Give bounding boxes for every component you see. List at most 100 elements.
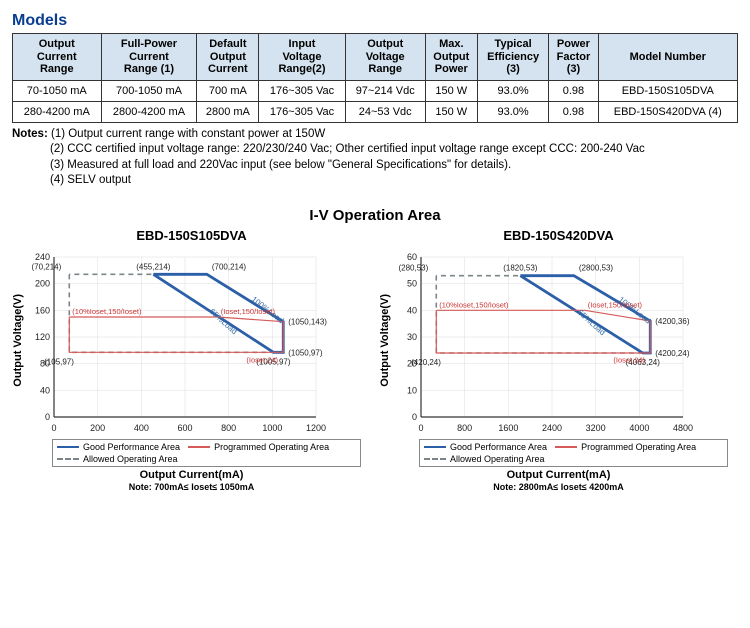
svg-text:800: 800 [221,423,236,433]
table-cell: 93.0% [477,80,548,101]
svg-text:400: 400 [134,423,149,433]
chart-right-title: EBD-150S420DVA [379,228,738,243]
svg-text:240: 240 [35,252,50,262]
table-row: 70-1050 mA700-1050 mA700 mA176~305 Vac97… [13,80,738,101]
svg-text:40: 40 [40,385,50,395]
legend-good: Good Performance Area [450,442,547,452]
svg-text:(70,214): (70,214) [31,262,61,271]
legend-prog: Programmed Operating Area [214,442,329,452]
svg-text:40: 40 [407,305,417,315]
table-cell: 700 mA [197,80,259,101]
svg-text:1200: 1200 [306,423,326,433]
note-2: (2) CCC certified input voltage range: 2… [50,143,645,155]
note-4: (4) SELV output [50,174,131,186]
notes-label: Notes: [12,128,48,140]
table-header: Model Number [598,34,737,81]
table-header: OutputVoltageRange [345,34,425,81]
svg-text:0: 0 [51,423,56,433]
legend-good: Good Performance Area [83,442,180,452]
table-cell: 700-1050 mA [101,80,197,101]
models-table: OutputCurrentRangeFull-PowerCurrentRange… [12,33,738,123]
legend-right: Good Performance Area Programmed Operati… [419,439,728,467]
chart-right-note: Note: 2800mA≤ Ioset≤ 4200mA [379,482,738,492]
table-header: InputVoltageRange(2) [259,34,345,81]
table-cell: 70-1050 mA [13,80,102,101]
chart-left: EBD-150S105DVA Output Voltage(V) 0200400… [12,228,371,492]
svg-text:(700,214): (700,214) [212,262,247,271]
svg-text:(Ioset,24): (Ioset,24) [246,355,278,364]
table-header: PowerFactor(3) [549,34,598,81]
table-header: Full-PowerCurrentRange (1) [101,34,197,81]
svg-text:200: 200 [35,279,50,289]
svg-text:(Ioset,150/Ioset): (Ioset,150/Ioset) [588,300,643,309]
svg-text:1000: 1000 [262,423,282,433]
table-cell: 93.0% [477,101,548,122]
table-cell: 2800 mA [197,101,259,122]
svg-text:(Ioset,24): (Ioset,24) [613,355,645,364]
table-cell: 2800-4200 mA [101,101,197,122]
charts-heading: I-V Operation Area [12,207,738,224]
svg-text:(10%Ioset,150/Ioset): (10%Ioset,150/Ioset) [72,307,142,316]
legend-allowed: Allowed Operating Area [450,454,545,464]
note-3: (3) Measured at full load and 220Vac inp… [50,159,511,171]
table-cell: 150 W [425,80,477,101]
table-cell: 24~53 Vdc [345,101,425,122]
svg-text:(4200,24): (4200,24) [655,349,690,358]
y-axis-label: Output Voltage(V) [12,294,24,387]
svg-text:(Ioset,150/Ioset): (Ioset,150/Ioset) [221,307,276,316]
legend-left: Good Performance Area Programmed Operati… [52,439,361,467]
svg-text:0: 0 [418,423,423,433]
x-axis-label: Output Current(mA) [12,469,371,481]
svg-text:600: 600 [177,423,192,433]
table-header: OutputCurrentRange [13,34,102,81]
svg-text:60: 60 [407,252,417,262]
table-cell: EBD-150S105DVA [598,80,737,101]
svg-text:800: 800 [457,423,472,433]
svg-text:120: 120 [35,332,50,342]
x-axis-label: Output Current(mA) [379,469,738,481]
table-cell: EBD-150S420DVA (4) [598,101,737,122]
notes-block: Notes: (1) Output current range with con… [12,127,738,189]
table-cell: 150 W [425,101,477,122]
svg-text:3200: 3200 [586,423,606,433]
svg-text:30: 30 [407,332,417,342]
svg-text:(1820,53): (1820,53) [503,264,538,273]
svg-text:2400: 2400 [542,423,562,433]
legend-allowed: Allowed Operating Area [83,454,178,464]
section-title: Models [12,12,738,30]
svg-text:(105,97): (105,97) [44,357,74,366]
svg-text:1600: 1600 [498,423,518,433]
svg-text:10: 10 [407,385,417,395]
legend-prog: Programmed Operating Area [581,442,696,452]
svg-text:200: 200 [90,423,105,433]
svg-text:0: 0 [45,412,50,422]
note-1: (1) Output current range with constant p… [51,128,325,140]
table-cell: 0.98 [549,101,598,122]
svg-text:(420,24): (420,24) [411,358,441,367]
y-axis-label: Output Voltage(V) [379,294,391,387]
svg-text:(2800,53): (2800,53) [579,264,614,273]
svg-text:65%Load: 65%Load [576,308,607,337]
chart-left-title: EBD-150S105DVA [12,228,371,243]
chart-right: EBD-150S420DVA Output Voltage(V) 0 800 160… [379,228,738,492]
chart-left-note: Note: 700mA≤ Ioset≤ 1050mA [12,482,371,492]
svg-text:160: 160 [35,305,50,315]
svg-text:(10%Ioset,150/Ioset): (10%Ioset,150/Ioset) [439,300,509,309]
svg-text:4800: 4800 [673,423,693,433]
svg-text:50: 50 [407,279,417,289]
table-cell: 97~214 Vdc [345,80,425,101]
svg-text:(4200,36): (4200,36) [655,317,690,326]
table-cell: 176~305 Vac [259,101,345,122]
table-header: TypicalEfficiency(3) [477,34,548,81]
chart-right-svg: 0800160024003200400048000102030405060100… [391,245,731,435]
svg-text:(455,214): (455,214) [136,262,171,271]
svg-text:(280,53): (280,53) [398,264,428,273]
table-header: DefaultOutputCurrent [197,34,259,81]
table-row: 280-4200 mA2800-4200 mA2800 mA176~305 Va… [13,101,738,122]
svg-text:4000: 4000 [629,423,649,433]
svg-text:(1050,97): (1050,97) [288,348,323,357]
table-cell: 280-4200 mA [13,101,102,122]
chart-left-svg: 0200400600800100012000408012016020024010… [24,245,364,435]
table-header: Max.OutputPower [425,34,477,81]
table-cell: 0.98 [549,80,598,101]
